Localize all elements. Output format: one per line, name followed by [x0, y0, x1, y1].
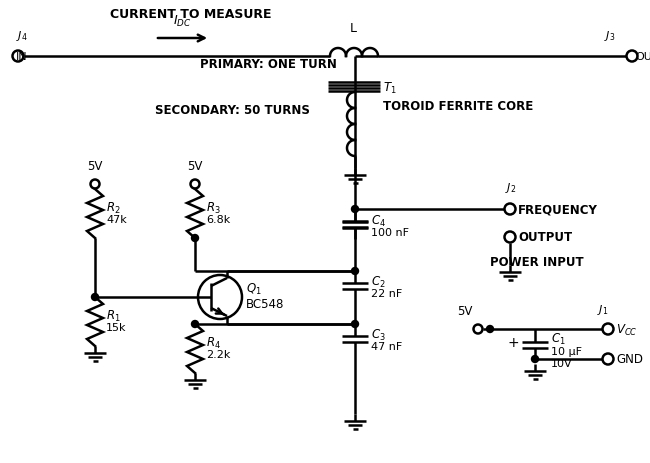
Text: 10 µF: 10 µF: [551, 346, 582, 356]
Text: $J_3$: $J_3$: [604, 29, 616, 43]
Text: +: +: [508, 335, 519, 349]
Text: 10V: 10V: [551, 358, 573, 368]
Text: $C_3$: $C_3$: [371, 327, 385, 342]
Text: 15k: 15k: [106, 322, 127, 332]
Text: CURRENT TO MEASURE: CURRENT TO MEASURE: [110, 8, 272, 21]
Text: 100 nF: 100 nF: [371, 227, 409, 238]
Text: 5V: 5V: [456, 304, 472, 317]
Text: $R_1$: $R_1$: [106, 308, 121, 323]
Text: TOROID FERRITE CORE: TOROID FERRITE CORE: [383, 100, 533, 113]
Text: PRIMARY: ONE TURN: PRIMARY: ONE TURN: [200, 58, 337, 71]
Text: BC548: BC548: [246, 297, 285, 310]
Text: FREQUENCY: FREQUENCY: [518, 203, 598, 216]
Text: IN: IN: [16, 52, 27, 62]
Text: 5V: 5V: [187, 160, 203, 173]
Text: $Q_1$: $Q_1$: [246, 281, 262, 296]
Text: $R_3$: $R_3$: [206, 200, 221, 215]
Text: 6.8k: 6.8k: [206, 214, 230, 225]
Circle shape: [192, 321, 198, 328]
Text: $C_4$: $C_4$: [371, 213, 386, 228]
Text: L: L: [350, 22, 356, 35]
Circle shape: [352, 268, 359, 275]
Text: OUT: OUT: [635, 52, 650, 62]
Text: $C_1$: $C_1$: [551, 331, 566, 346]
Circle shape: [192, 235, 198, 242]
Text: 47k: 47k: [106, 214, 127, 225]
Text: SECONDARY: 50 TURNS: SECONDARY: 50 TURNS: [155, 103, 310, 116]
Text: $V_{CC}$: $V_{CC}$: [616, 322, 638, 337]
Circle shape: [486, 326, 493, 333]
Text: $R_4$: $R_4$: [206, 335, 221, 350]
Text: $R_2$: $R_2$: [106, 200, 121, 215]
Text: 22 nF: 22 nF: [371, 288, 402, 298]
Text: 47 nF: 47 nF: [371, 341, 402, 351]
Text: 5V: 5V: [87, 160, 103, 173]
Text: $J_1$: $J_1$: [597, 302, 608, 316]
Text: $C_2$: $C_2$: [371, 274, 385, 289]
Text: OUTPUT: OUTPUT: [518, 231, 572, 244]
Text: POWER INPUT: POWER INPUT: [490, 255, 584, 268]
Circle shape: [92, 294, 99, 301]
Text: 2.2k: 2.2k: [206, 349, 230, 359]
Text: GND: GND: [616, 353, 643, 366]
Text: $J_4$: $J_4$: [16, 29, 28, 43]
Text: $I_{DC}$: $I_{DC}$: [173, 14, 191, 29]
Text: $J_2$: $J_2$: [505, 181, 516, 194]
Circle shape: [352, 206, 359, 213]
Circle shape: [532, 356, 538, 363]
Circle shape: [352, 321, 359, 328]
Text: $T_1$: $T_1$: [383, 80, 396, 95]
